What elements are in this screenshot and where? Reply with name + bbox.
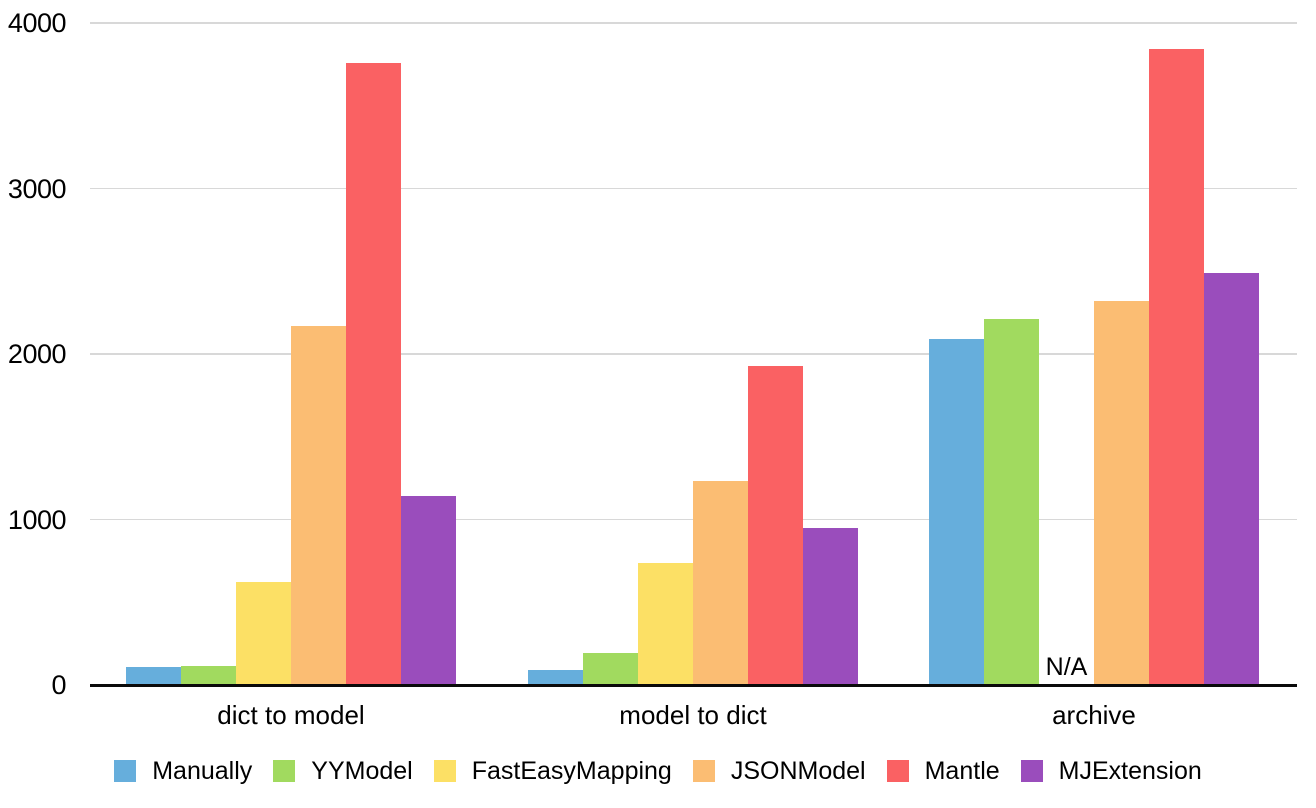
legend-label-mantle: Mantle bbox=[924, 756, 1000, 785]
legend-item-mantle: Mantle bbox=[886, 756, 1000, 786]
x-axis-line bbox=[90, 684, 1297, 687]
missing-value-label-fasteasymapping-archive: N/A bbox=[1045, 653, 1088, 681]
bar-fasteasymapping-dict-to-model bbox=[236, 582, 291, 685]
bar-mjextension-dict-to-model bbox=[401, 496, 456, 685]
legend-item-jsonmodel: JSONModel bbox=[692, 756, 866, 786]
category-label-archive: archive bbox=[1052, 700, 1136, 730]
bar-jsonmodel-archive bbox=[1094, 301, 1149, 685]
gridline-3000 bbox=[90, 187, 1297, 190]
y-axis-tick-label-1000: 1000 bbox=[7, 504, 67, 535]
bar-mjextension-archive bbox=[1204, 273, 1259, 685]
bar-manually-dict-to-model bbox=[126, 667, 181, 685]
bar-jsonmodel-model-to-dict bbox=[693, 481, 748, 685]
legend-swatch-fasteasymapping bbox=[433, 760, 456, 782]
bar-mantle-dict-to-model bbox=[346, 63, 401, 685]
category-label-model-to-dict: model to dict bbox=[619, 700, 767, 730]
bar-yymodel-dict-to-model bbox=[181, 666, 236, 685]
bar-fasteasymapping-model-to-dict bbox=[638, 563, 693, 685]
legend-swatch-manually bbox=[114, 760, 137, 782]
y-axis-tick-label-3000: 3000 bbox=[7, 173, 67, 204]
y-axis-tick-label-0: 0 bbox=[51, 670, 66, 700]
legend-label-manually: Manually bbox=[152, 756, 253, 785]
legend-item-yymodel: YYModel bbox=[273, 756, 413, 786]
legend-swatch-mantle bbox=[886, 760, 909, 782]
bar-yymodel-model-to-dict bbox=[583, 653, 638, 685]
legend-label-jsonmodel: JSONModel bbox=[730, 756, 866, 785]
legend-swatch-mjextension bbox=[1020, 760, 1043, 782]
category-label-dict-to-model: dict to model bbox=[217, 700, 365, 730]
legend-label-yymodel: YYModel bbox=[311, 756, 413, 785]
legend-label-fasteasymapping: FastEasyMapping bbox=[471, 756, 672, 785]
legend-swatch-jsonmodel bbox=[692, 760, 715, 782]
bar-mantle-archive bbox=[1149, 49, 1204, 685]
legend-label-mjextension: MJExtension bbox=[1058, 756, 1202, 785]
y-axis-tick-label-2000: 2000 bbox=[7, 339, 67, 369]
legend-item-manually: Manually bbox=[114, 757, 252, 786]
bar-mantle-model-to-dict bbox=[748, 366, 803, 685]
legend-item-mjextension: MJExtension bbox=[1020, 756, 1202, 786]
bar-jsonmodel-dict-to-model bbox=[291, 326, 346, 685]
legend-item-fasteasymapping: FastEasyMapping bbox=[433, 756, 672, 786]
bar-yymodel-archive bbox=[984, 319, 1039, 685]
legend: Manually YYModel FastEasyMapping JSONModel M… bbox=[0, 752, 1316, 790]
gridline-4000 bbox=[90, 22, 1297, 24]
legend-swatch-yymodel bbox=[273, 760, 296, 782]
gridline-2000 bbox=[90, 353, 1297, 355]
y-axis-tick-label-4000: 4000 bbox=[7, 8, 67, 38]
bar-manually-model-to-dict bbox=[528, 670, 583, 685]
bar-manually-archive bbox=[929, 339, 984, 685]
bar-mjextension-model-to-dict bbox=[803, 528, 858, 685]
